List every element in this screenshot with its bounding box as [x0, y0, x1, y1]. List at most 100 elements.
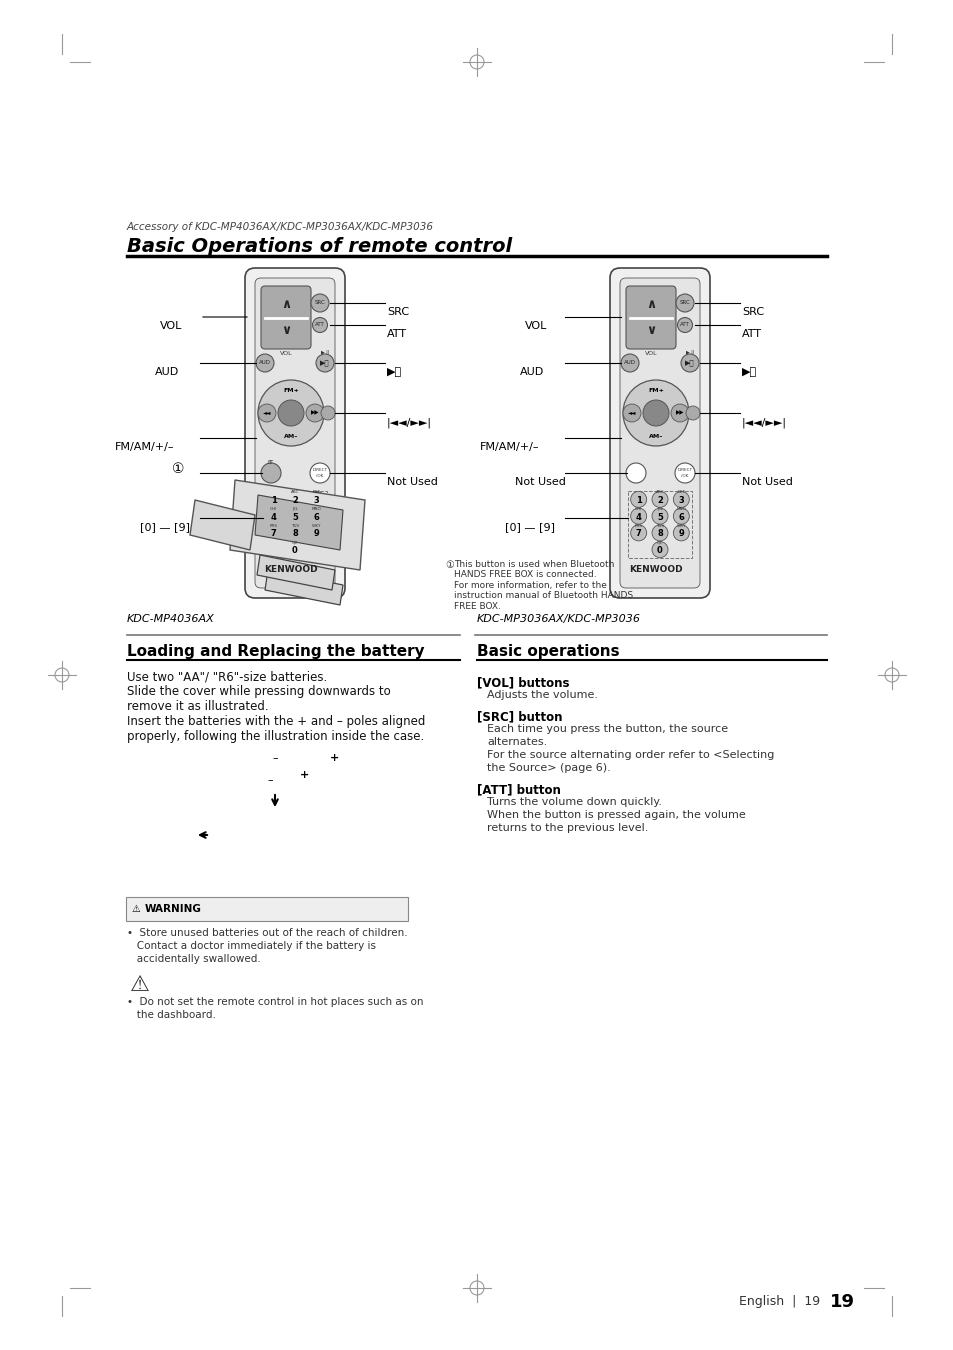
Text: ▶⏸: ▶⏸ [684, 359, 694, 366]
Circle shape [673, 525, 689, 541]
Text: This button is used when Bluetooth
HANDS FREE BOX is connected.
For more informa: This button is used when Bluetooth HANDS… [454, 560, 633, 610]
Text: accidentally swallowed.: accidentally swallowed. [127, 954, 260, 964]
Text: MNO: MNO [676, 508, 685, 512]
Text: 4: 4 [271, 513, 276, 521]
Text: /OK: /OK [680, 474, 688, 478]
Circle shape [287, 541, 303, 558]
Text: ABC: ABC [291, 490, 299, 494]
Text: 7: 7 [271, 529, 276, 539]
Text: ∧: ∧ [645, 298, 656, 312]
Circle shape [630, 525, 646, 541]
Text: ATT: ATT [314, 323, 325, 328]
Circle shape [622, 379, 688, 446]
Text: TUV: TUV [291, 524, 299, 528]
Text: WXY: WXY [676, 524, 685, 528]
Text: ▶▶: ▶▶ [311, 410, 319, 416]
Text: 19: 19 [829, 1293, 854, 1311]
Text: When the button is pressed again, the volume: When the button is pressed again, the vo… [486, 810, 745, 819]
Circle shape [308, 491, 324, 508]
Text: the dashboard.: the dashboard. [127, 1010, 215, 1021]
Text: Use two "AA"/ "R6"-size batteries.: Use two "AA"/ "R6"-size batteries. [127, 670, 327, 683]
Circle shape [622, 404, 640, 423]
Text: SRC: SRC [679, 301, 690, 305]
Text: GHI: GHI [270, 508, 277, 512]
Text: WXY: WXY [312, 524, 321, 528]
Circle shape [257, 404, 275, 423]
Text: QZ: QZ [292, 540, 297, 544]
Text: ∨: ∨ [280, 324, 291, 336]
Text: Turns the volume down quickly.: Turns the volume down quickly. [486, 796, 661, 807]
Circle shape [287, 525, 303, 541]
Text: ⚠: ⚠ [130, 975, 150, 995]
Circle shape [308, 508, 324, 524]
Polygon shape [254, 495, 343, 549]
Text: KENWOOD: KENWOOD [629, 566, 682, 575]
Text: DIRECT: DIRECT [313, 468, 327, 472]
Text: PRS: PRS [270, 524, 277, 528]
Text: Accessory of KDC-MP4036AX/KDC-MP3036AX/KDC-MP3036: Accessory of KDC-MP4036AX/KDC-MP3036AX/K… [127, 221, 434, 232]
Circle shape [676, 294, 693, 312]
Circle shape [670, 404, 688, 423]
Text: SRC: SRC [314, 301, 325, 305]
Text: ∨: ∨ [645, 324, 656, 336]
Circle shape [306, 404, 324, 423]
Text: –: – [272, 753, 277, 763]
Text: 4: 4 [635, 513, 641, 521]
Text: [0] — [9]: [0] — [9] [140, 522, 190, 532]
Text: ATT: ATT [679, 323, 689, 328]
Circle shape [265, 508, 281, 524]
Circle shape [651, 525, 667, 541]
Text: 2: 2 [657, 495, 662, 505]
Text: AUD: AUD [154, 367, 179, 377]
Text: VOL: VOL [524, 321, 547, 331]
FancyBboxPatch shape [619, 278, 700, 589]
Text: KDC-MP3036AX/KDC-MP3036: KDC-MP3036AX/KDC-MP3036 [476, 614, 640, 624]
Text: KDC-MP4036AX: KDC-MP4036AX [127, 614, 214, 624]
Text: Insert the batteries with the + and – poles aligned: Insert the batteries with the + and – po… [127, 716, 425, 728]
Text: ◄◄: ◄◄ [262, 410, 271, 416]
Circle shape [651, 491, 667, 508]
Text: 1: 1 [271, 495, 276, 505]
Circle shape [287, 491, 303, 508]
Text: VOL: VOL [279, 351, 292, 356]
Text: ▶⏸: ▶⏸ [741, 367, 757, 377]
Text: ▶▶: ▶▶ [675, 410, 683, 416]
Text: Loading and Replacing the battery: Loading and Replacing the battery [127, 644, 424, 659]
Text: Each time you press the button, the source: Each time you press the button, the sour… [486, 724, 727, 734]
Circle shape [651, 541, 667, 558]
Text: ▶⏸: ▶⏸ [387, 367, 402, 377]
Text: Slide the cover while pressing downwards to: Slide the cover while pressing downwards… [127, 684, 391, 698]
Circle shape [620, 354, 639, 373]
Text: the Source> (page 6).: the Source> (page 6). [486, 763, 610, 774]
Text: 8: 8 [657, 529, 662, 539]
Text: ⚠: ⚠ [132, 904, 141, 914]
Text: 0: 0 [657, 547, 662, 555]
Text: 3: 3 [314, 495, 319, 505]
Text: AUD: AUD [519, 367, 543, 377]
Circle shape [311, 294, 329, 312]
Text: English  |  19: English | 19 [739, 1296, 820, 1308]
FancyBboxPatch shape [245, 269, 345, 598]
Polygon shape [256, 555, 335, 590]
Text: DEF: DEF [677, 490, 684, 494]
Circle shape [308, 525, 324, 541]
Circle shape [287, 508, 303, 524]
Circle shape [265, 491, 281, 508]
FancyBboxPatch shape [126, 896, 408, 921]
Text: [0] — [9]: [0] — [9] [504, 522, 555, 532]
Text: AM–: AM– [648, 433, 662, 439]
Text: WARNING: WARNING [145, 904, 202, 914]
Circle shape [315, 354, 334, 373]
Circle shape [257, 379, 324, 446]
Text: [VOL] buttons: [VOL] buttons [476, 676, 569, 688]
Text: FM+: FM+ [647, 387, 663, 393]
Text: VOL: VOL [644, 351, 657, 356]
Text: SRC: SRC [741, 306, 763, 317]
Text: Basic Operations of remote control: Basic Operations of remote control [127, 238, 512, 256]
Polygon shape [230, 481, 365, 570]
Text: VOL: VOL [160, 321, 182, 331]
Text: ▶⏸: ▶⏸ [320, 359, 330, 366]
Text: |◄◄/►►|: |◄◄/►►| [387, 417, 432, 428]
Text: BT: BT [268, 459, 274, 464]
Text: +: + [330, 753, 339, 763]
